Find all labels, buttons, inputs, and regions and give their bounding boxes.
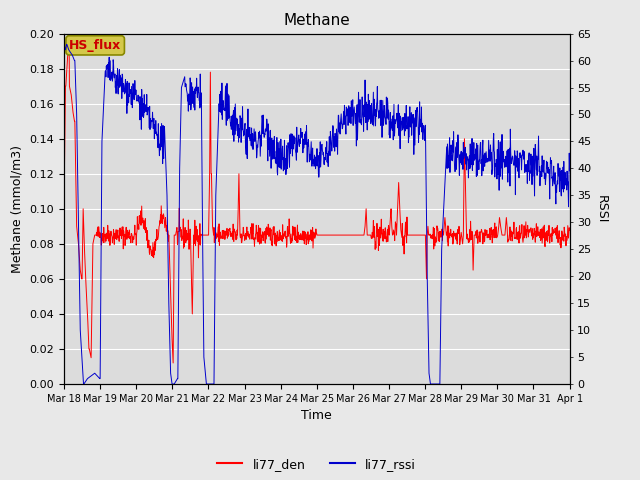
li77_rssi (559, 186, 566, 192)
X-axis label: Time: Time (301, 409, 332, 422)
li77_rssi (294, 142, 301, 148)
li77_rssi (183, 89, 191, 95)
Legend: li77_den, li77_rssi: li77_den, li77_rssi (212, 453, 421, 476)
li77_den (184, 231, 191, 237)
li77_den (471, 232, 479, 238)
Y-axis label: Methane (mmol/m3): Methane (mmol/m3) (11, 145, 24, 273)
Title: Methane: Methane (284, 13, 350, 28)
li77_den (326, 232, 334, 238)
li77_rssi (60, 41, 68, 47)
Line: li77_rssi: li77_rssi (64, 44, 570, 384)
li77_den (65, 31, 73, 36)
li77_den (294, 229, 302, 235)
li77_den (559, 237, 566, 243)
li77_rssi (235, 139, 243, 145)
Text: HS_flux: HS_flux (69, 39, 122, 52)
li77_den (235, 171, 243, 177)
li77_rssi (326, 140, 333, 146)
Line: li77_den: li77_den (64, 34, 570, 363)
li77_rssi (79, 381, 87, 387)
li77_rssi (566, 168, 573, 174)
Y-axis label: RSSI: RSSI (595, 194, 608, 223)
li77_den (566, 228, 573, 233)
li77_den (60, 206, 68, 212)
li77_rssi (470, 152, 478, 157)
li77_den (170, 360, 177, 366)
